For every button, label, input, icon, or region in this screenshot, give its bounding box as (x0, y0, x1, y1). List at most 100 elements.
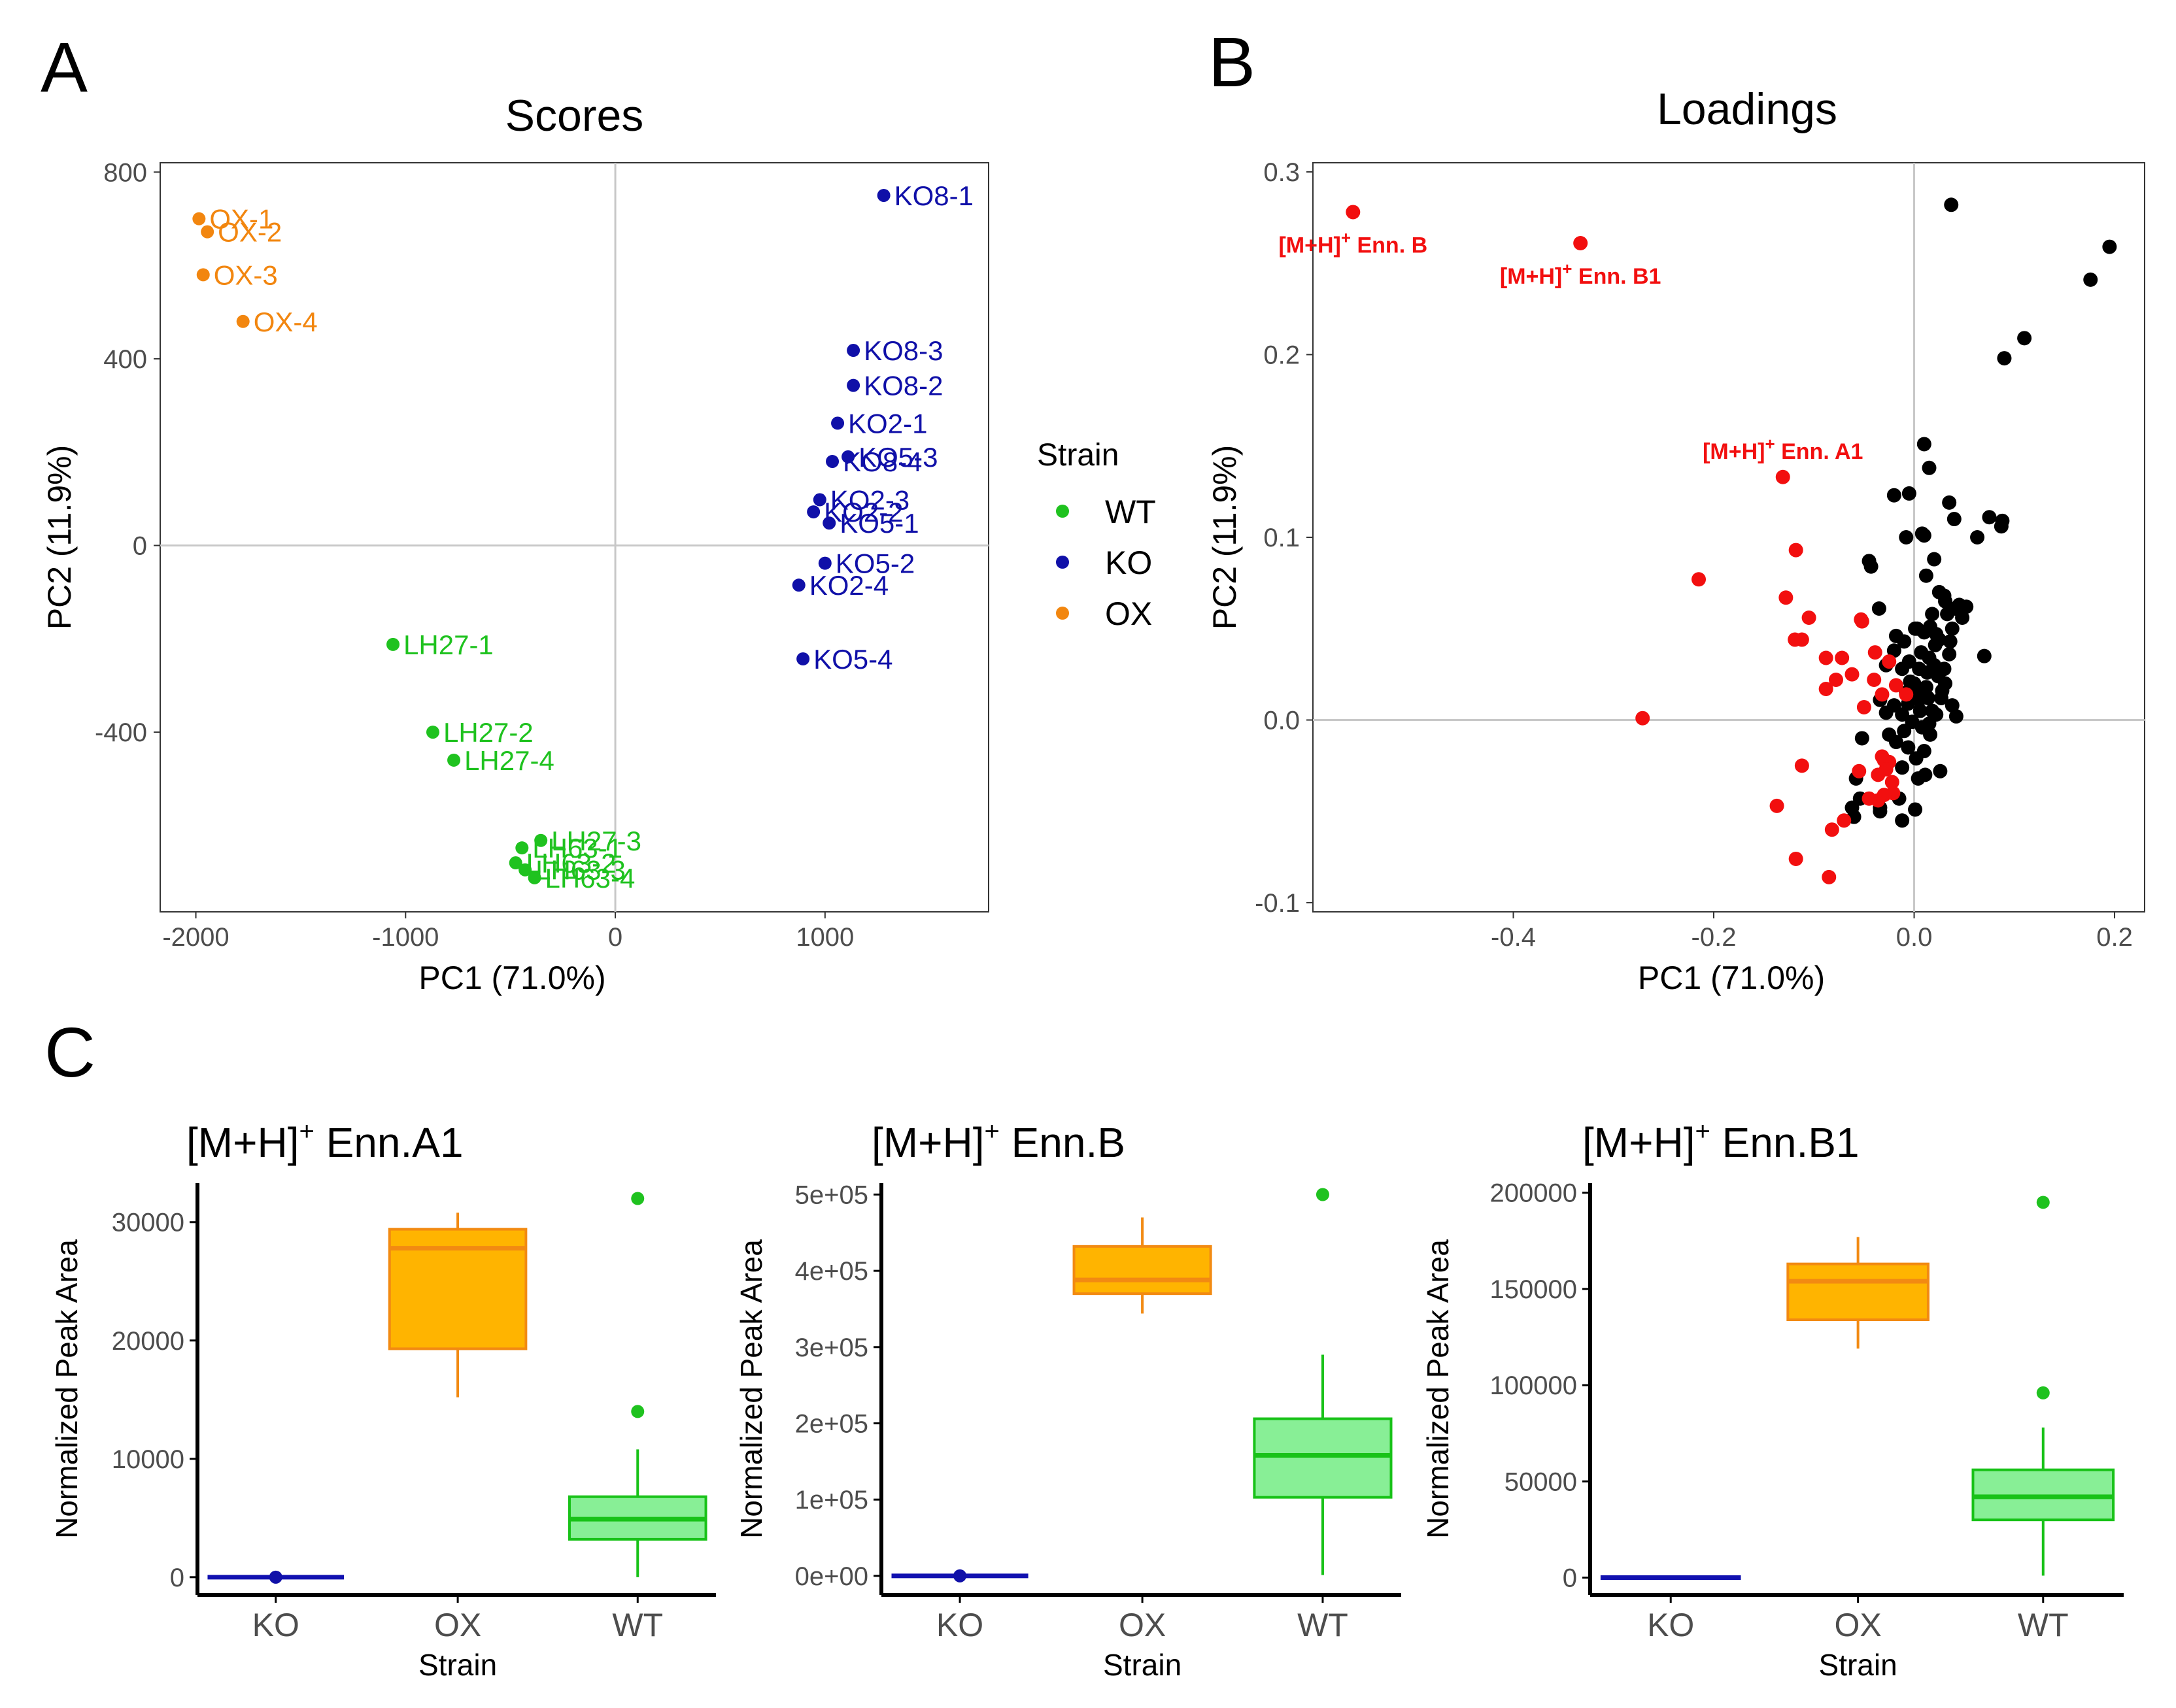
loading-point-black (1944, 197, 1959, 212)
score-label-lh27-1: LH27-1 (403, 629, 494, 660)
score-point-lh63-3 (518, 863, 532, 877)
scores-xtick-label: -2000 (162, 923, 229, 952)
legend-title: Strain (1037, 438, 1119, 473)
score-label-ox-1: OX-1 (209, 204, 273, 235)
score-label-ox-2: OX-2 (218, 217, 282, 248)
loading-point-red (1862, 791, 1877, 806)
enn-b-ox-box (1072, 1245, 1212, 1296)
enn-b-xlabel: Strain (1103, 1648, 1182, 1682)
score-label-ko2-1: KO2-1 (848, 408, 927, 439)
loading-point-black (1918, 680, 1933, 695)
loadings-ytick-label: 0.2 (1263, 341, 1300, 369)
loading-point-red (1854, 612, 1869, 627)
scores-ytick-label: -400 (95, 718, 147, 747)
loading-point-black (1886, 488, 1901, 503)
loadings-ytick-label: 0.1 (1263, 524, 1300, 552)
enn-a1-xlabel: Strain (418, 1648, 497, 1682)
score-point-lh27-3 (534, 833, 548, 847)
scores-xlabel: PC1 (71.0%) (418, 960, 605, 996)
boxplot-enn-a1: 0 10000 20000 30000 KO OX WT Strain Normalized P… (50, 1117, 716, 1682)
loading-point-red (1899, 687, 1914, 702)
panel-letter-b: B (1208, 22, 1255, 101)
loading-point-black (1901, 740, 1916, 755)
loading-point-enn-b (1346, 205, 1361, 220)
legend-key-ox (1056, 607, 1069, 620)
loading-point-black (1945, 621, 1960, 636)
loading-point-red (1794, 758, 1809, 773)
loading-label-enn-b1: [M+H]+ Enn. B1 (1500, 259, 1661, 289)
score-label-ko5-4: KO5-4 (813, 644, 892, 675)
scores-xtick-label: 1000 (796, 923, 854, 952)
loading-point-red (1852, 763, 1867, 779)
loadings-plot: -0.4 -0.2 0.0 0.2 0.3 0.2 0.1 0.0 -0.1 Loadings PC… (1206, 84, 2145, 996)
enn-b-ko-outlier (953, 1569, 967, 1582)
loadings-plot-area (1312, 162, 2145, 913)
score-point-ko2-3 (813, 493, 826, 507)
loading-point-black (1886, 643, 1901, 658)
loading-point-black (1977, 648, 1992, 663)
strain-legend: Strain WT KO OX (1037, 438, 1156, 632)
enn-b-title: [M+H]+ Enn.B (872, 1117, 1125, 1166)
loadings-ylabel: PC2 (11.9%) (1206, 445, 1243, 630)
loading-point-black (1888, 628, 1903, 643)
enn-b1-xlabel: Strain (1819, 1648, 1897, 1682)
enn-b1-ytick-label: 100000 (1490, 1371, 1577, 1400)
loading-point-black (1927, 552, 1942, 567)
scores-xtick-label: -1000 (372, 923, 439, 952)
enn-b1-title: [M+H]+ Enn.B1 (1582, 1117, 1860, 1166)
loading-point-black (1912, 692, 1927, 707)
score-point-ko8-4 (826, 454, 840, 468)
loading-point-black (1982, 510, 1997, 525)
enn-b-ytick-label: 3e+05 (795, 1333, 868, 1362)
enn-b-wt-outlier (1316, 1188, 1329, 1201)
enn-b1-ytick-label: 200000 (1490, 1179, 1577, 1208)
loading-point-black (1918, 767, 1933, 782)
enn-b1-ylabel: Normalized Peak Area (1421, 1239, 1455, 1539)
enn-a1-xtick-label-ox: OX (434, 1607, 481, 1643)
score-point-ko5-3 (842, 450, 855, 463)
loading-point-red (1875, 687, 1890, 702)
loadings-xtick-label: 0.2 (2096, 923, 2133, 952)
enn-a1-wt-outlier (631, 1192, 645, 1205)
loading-point-black (1942, 646, 1957, 661)
loading-point-black (1940, 607, 1955, 622)
score-label-ko5-3: KO5-3 (858, 442, 938, 473)
loading-point-red (1882, 654, 1897, 669)
loadings-ytick-label: 0.3 (1263, 158, 1300, 187)
loading-point-black (1914, 645, 1929, 660)
loading-point-red (1692, 572, 1707, 587)
loading-point-black (1882, 727, 1897, 742)
score-point-ko8-2 (847, 378, 860, 392)
score-label-lh63-2: LH63-2 (526, 848, 617, 879)
loading-point-black (1948, 709, 1964, 724)
scores-ytick-label: 800 (103, 158, 147, 187)
loading-point-black (1952, 597, 1967, 612)
score-point-lh27-4 (447, 753, 461, 767)
score-label-ox-4: OX-4 (254, 307, 318, 337)
loading-point-red (1794, 632, 1809, 647)
score-label-ko2-2: KO2-2 (824, 497, 903, 527)
enn-a1-xtick-label-ko: KO (252, 1607, 299, 1643)
loadings-xtick-label: 0.0 (1896, 923, 1933, 952)
enn-a1-ylabel: Normalized Peak Area (50, 1239, 84, 1539)
enn-b1-ox-box (1786, 1262, 1930, 1322)
loading-point-black (1895, 707, 1910, 722)
score-label-ko5-1: KO5-1 (840, 508, 919, 539)
loading-point-red (1835, 650, 1850, 665)
loading-point-black (1895, 760, 1910, 775)
enn-b-ytick-label: 0e+00 (795, 1562, 868, 1591)
enn-b1-wt-outlier (2036, 1196, 2050, 1209)
panel-letter-c: C (44, 1013, 95, 1092)
score-label-ko2-4: KO2-4 (809, 570, 889, 601)
enn-a1-wt-outlier (631, 1405, 645, 1418)
loading-point-black (1945, 698, 1960, 713)
legend-label-ko: KO (1105, 544, 1152, 581)
loading-point-black (1970, 530, 1985, 544)
loading-point-enn-b1 (1573, 235, 1588, 250)
loading-point-black (1935, 683, 1950, 698)
loading-label-enn-a1: [M+H]+ Enn. A1 (1703, 434, 1863, 464)
enn-b1-wt-outlier (2036, 1386, 2050, 1399)
scores-plot: -2000 -1000 0 1000 800 400 0 -400 Scores PC1 (71.… (41, 91, 989, 996)
legend-key-wt (1056, 505, 1069, 518)
score-point-ox-1 (192, 212, 206, 226)
